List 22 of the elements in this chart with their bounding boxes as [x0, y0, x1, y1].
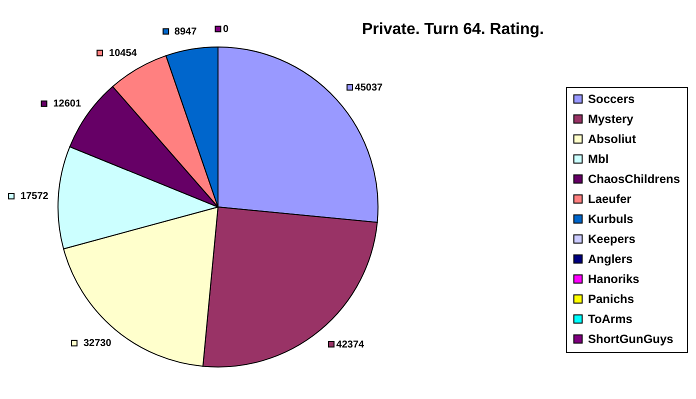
legend-label: Laeufer [588, 192, 632, 206]
legend-label: Keepers [588, 232, 636, 246]
data-label: 45037 [354, 82, 384, 94]
legend-label: Soccers [588, 92, 636, 106]
data-label: 17572 [20, 191, 49, 202]
data-label: 32730 [83, 338, 112, 350]
legend-label: Hanoriks [588, 272, 640, 286]
data-label: 12601 [53, 98, 82, 110]
data-label: 10454 [109, 48, 138, 59]
legend-label: ChaosChildrens [588, 172, 680, 186]
text: 0 [223, 24, 229, 35]
data-label: 8947 [174, 26, 198, 38]
legend-label: Mbl [588, 152, 609, 166]
legend-label: Panichs [588, 292, 634, 306]
legend-label: Kurbuls [588, 212, 634, 226]
legend-label: Mystery [588, 112, 634, 126]
chart-title: Private. Turn 64. Rating. [362, 21, 544, 38]
data-label: 42374 [336, 339, 365, 350]
legend-label: Anglers [588, 252, 634, 266]
legend-label: ShortGunGuys [588, 332, 674, 346]
legend-label: Absoliut [588, 132, 636, 146]
legend-label: ToArms [588, 312, 633, 326]
